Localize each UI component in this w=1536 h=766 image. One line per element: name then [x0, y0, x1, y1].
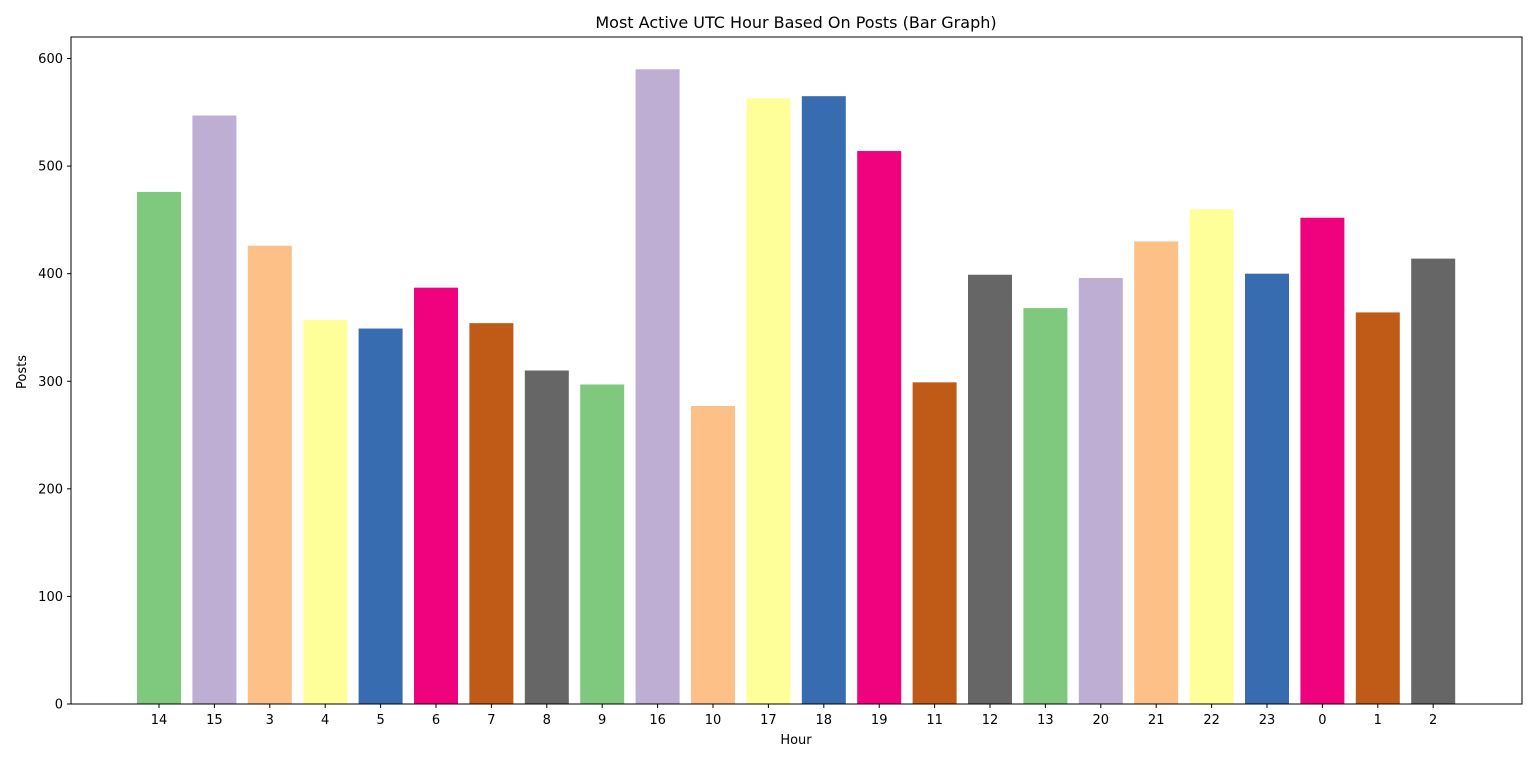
- x-tick-label: 5: [376, 713, 384, 728]
- bar-hour-13: [1023, 308, 1068, 704]
- bar-hour-14: [137, 191, 181, 705]
- bar-hour-0: [1300, 217, 1345, 705]
- bar-hour-2: [1411, 258, 1456, 704]
- x-tick-label: 18: [816, 713, 833, 728]
- bar-hour-11: [912, 382, 957, 704]
- y-tick-label: 200: [38, 482, 63, 497]
- x-tick-label: 1: [1374, 713, 1382, 728]
- chart-title: Most Active UTC Hour Based On Posts (Bar…: [595, 13, 996, 32]
- y-tick-label: 600: [38, 52, 63, 67]
- bar-hour-22: [1189, 209, 1234, 704]
- bar-hour-10: [691, 406, 735, 704]
- y-tick-label: 100: [38, 590, 63, 605]
- x-axis-label: Hour: [780, 733, 812, 748]
- x-tick-label: 4: [321, 713, 329, 728]
- bar-hour-6: [414, 287, 458, 704]
- x-tick-label: 15: [206, 713, 223, 728]
- x-tick-label: 10: [705, 713, 722, 728]
- bar-hour-12: [968, 274, 1012, 704]
- y-tick-label: 0: [55, 698, 63, 713]
- bar-hour-7: [469, 323, 514, 704]
- y-tick-label: 500: [38, 160, 63, 175]
- x-tick-label: 23: [1259, 713, 1276, 728]
- x-tick-label: 6: [432, 713, 440, 728]
- x-tick-label: 22: [1203, 713, 1220, 728]
- x-tick-label: 7: [487, 713, 495, 728]
- x-tick-label: 21: [1148, 713, 1165, 728]
- bar-hour-20: [1078, 277, 1123, 704]
- x-tick-label: 14: [151, 713, 168, 728]
- x-tick-label: 13: [1037, 713, 1054, 728]
- bar-hour-17: [746, 98, 791, 704]
- bar-hour-4: [303, 319, 348, 704]
- y-axis-ticks: 0 100 200 300 400 500 600: [38, 52, 71, 713]
- x-tick-label: 8: [543, 713, 551, 728]
- x-tick-label: 20: [1093, 713, 1110, 728]
- x-tick-label: 3: [266, 713, 274, 728]
- x-axis-ticks: 14 15 3 4 5 6 7 8 9 16 10 17 18 19 11 12 13 20 21 22 23 0 1 2: [151, 704, 1437, 728]
- bar-hour-18: [801, 96, 846, 705]
- bars-layer: [137, 69, 1456, 705]
- bar-hour-16: [635, 69, 680, 704]
- x-tick-label: 16: [649, 713, 666, 728]
- y-axis-label: Posts: [15, 355, 30, 389]
- x-tick-label: 0: [1318, 713, 1326, 728]
- bar-hour-19: [857, 151, 902, 705]
- bar-hour-1: [1355, 312, 1400, 704]
- bar-hour-9: [580, 384, 625, 704]
- axes-frame: [70, 36, 1523, 705]
- bar-hour-3: [247, 245, 292, 704]
- x-tick-label: 11: [926, 713, 943, 728]
- bar-hour-5: [358, 328, 403, 704]
- bar-hour-8: [524, 370, 569, 704]
- y-tick-label: 400: [38, 267, 63, 282]
- y-tick-label: 300: [38, 375, 63, 390]
- x-tick-label: 17: [760, 713, 777, 728]
- bar-hour-15: [192, 115, 237, 704]
- x-tick-label: 9: [598, 713, 606, 728]
- x-tick-label: 12: [982, 713, 999, 728]
- bar-hour-23: [1245, 273, 1289, 704]
- x-tick-label: 2: [1429, 713, 1437, 728]
- x-tick-label: 19: [871, 713, 888, 728]
- bar-hour-21: [1134, 241, 1179, 704]
